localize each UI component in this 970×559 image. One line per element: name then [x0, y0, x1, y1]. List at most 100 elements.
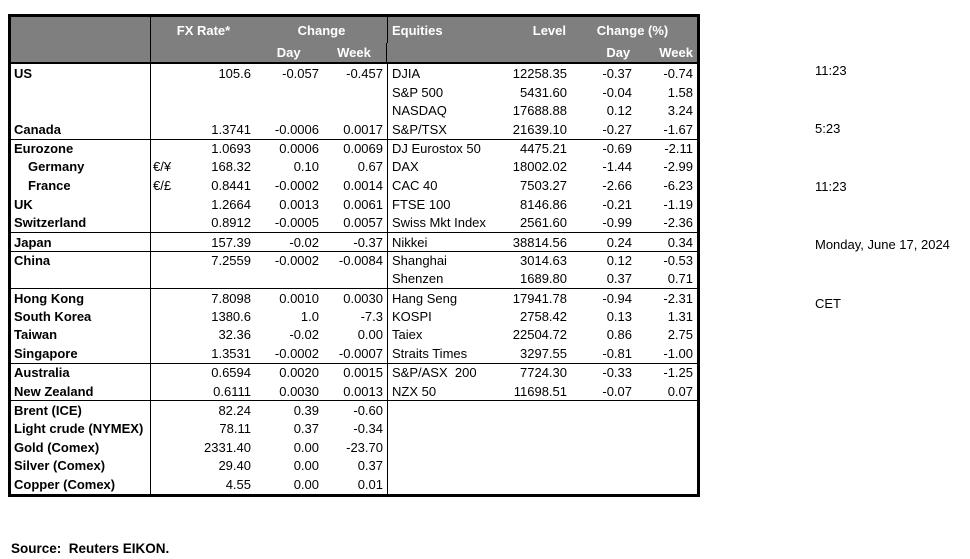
header-blank-cell [505, 43, 567, 62]
table-row: S&P 500 5431.60 -0.04 1.58 [11, 82, 697, 102]
fx-change-day: 0.0006 [279, 141, 319, 157]
fx-change-week: -0.0084 [323, 251, 388, 270]
table-row: Light crude (NYMEX) 78.11 0.37 -0.34 [11, 419, 697, 438]
equity-change-week: 2.75 [667, 327, 693, 343]
header-change-pct: Change (%) [596, 22, 669, 38]
timestamp-block: 11:23 5:23 11:23 Monday, June 17, 2024 C… [815, 22, 950, 333]
fx-change-day: 0.0010 [279, 290, 319, 306]
equity-change-week: 3.24 [667, 103, 693, 119]
equity-label: S&P 500 [392, 84, 444, 100]
fx-change-week: 0.0069 [323, 139, 388, 158]
equity-change-week [634, 419, 697, 438]
header-level: Level [532, 22, 566, 38]
equity-change-day: -0.07 [602, 383, 632, 399]
header-row-2: Day Week Day Week [11, 43, 697, 62]
fx-rate-value: 157.39 [211, 234, 251, 250]
equity-change-day: -0.37 [602, 65, 632, 81]
equity-change-day [568, 438, 634, 457]
country-label: Brent (ICE) [11, 401, 151, 420]
fx-rate-value: 0.8441 [211, 177, 251, 193]
equity-level [506, 438, 568, 457]
fx-change-day: -0.02 [289, 327, 319, 343]
table-row: Germany €/¥ 168.32 0.10 0.67 DAX 18002.0… [11, 157, 697, 177]
header-equities: Equities [392, 22, 443, 38]
equity-label: NASDAQ [392, 103, 447, 119]
equity-change-week: -1.67 [663, 121, 693, 137]
country-label: South Korea [11, 306, 151, 326]
market-monitor-table: FX Rate* Change Equities Level Change (%… [8, 14, 700, 497]
source-note: Source: Reuters EIKON. [11, 541, 170, 557]
equity-label [388, 419, 506, 438]
fx-rate-value: 7.2559 [211, 253, 251, 269]
equity-change-day: 0.24 [606, 234, 632, 250]
fx-change-week: 0.00 [323, 325, 388, 345]
table-row: South Korea 1380.6 1.0 -7.3 KOSPI 2758.4… [11, 306, 697, 326]
fx-change-week: 0.0013 [323, 381, 388, 401]
fx-change-week: 0.0014 [323, 176, 388, 195]
fx-rate-value: 1.2664 [211, 196, 251, 212]
table-row: Shenzen 1689.80 0.37 0.71 [11, 269, 697, 289]
equity-label: FTSE 100 [392, 196, 451, 212]
header-fx-rate: FX Rate* [176, 22, 231, 38]
equity-change-week: 0.07 [667, 383, 693, 399]
fx-rate-cell: 157.39 [151, 233, 256, 251]
fx-change-week: 0.0017 [323, 120, 388, 139]
fx-change-week: 0.01 [323, 475, 388, 494]
fx-change-week: -0.457 [323, 64, 388, 83]
equity-change-day: 0.37 [606, 271, 632, 287]
header-fx-week: Week [322, 43, 387, 62]
equity-level: 8146.86 [520, 196, 567, 212]
fx-change-week [323, 82, 388, 102]
fx-rate-cell: 7.2559 [151, 252, 256, 270]
fx-rate-value: 0.8912 [211, 215, 251, 231]
fx-rate-cell: €/¥ 168.32 [151, 157, 256, 176]
fx-rate-value: 168.32 [211, 159, 251, 175]
equity-change-week [634, 456, 697, 475]
fx-rate-cell: 1.3741 [151, 120, 256, 139]
fx-rate-cell [151, 83, 256, 102]
equity-label: DJ Eurostox 50 [392, 141, 481, 157]
equity-label: DAX [392, 159, 419, 175]
fx-change-week: 0.67 [323, 157, 388, 177]
fx-change-day: -0.0006 [274, 121, 319, 137]
fx-change-week: -0.37 [323, 233, 388, 251]
equity-level [506, 419, 568, 438]
fx-change-day: -0.0002 [274, 253, 319, 269]
country-label: Singapore [11, 344, 151, 363]
equity-level: 4475.21 [520, 141, 567, 157]
timestamp-line: 11:23 [815, 62, 847, 78]
equity-change-week: -0.74 [663, 65, 693, 81]
fx-change-week: -0.0007 [323, 344, 388, 363]
header-blank-cell [11, 43, 151, 62]
table-row: Copper (Comex) 4.55 0.00 0.01 [11, 475, 697, 494]
timestamp-line: 11:23 [815, 179, 847, 195]
fx-rate-value: 0.6594 [211, 365, 251, 381]
fx-change-week: 0.0057 [323, 213, 388, 233]
fx-rate-cell: 0.6594 [151, 364, 256, 382]
country-label [11, 101, 151, 121]
fx-rate-cell: 0.8912 [151, 214, 256, 233]
equity-level: 21639.10 [512, 121, 567, 137]
equity-change-day [568, 475, 634, 494]
equity-change-week: -2.31 [663, 290, 693, 306]
equity-change-day: 0.86 [606, 327, 632, 343]
equity-change-week: -1.25 [663, 365, 693, 381]
table-row: Taiwan 32.36 -0.02 0.00 Taiex 22504.72 0… [11, 325, 697, 345]
table-row: China 7.2559 -0.0002 -0.0084 Shanghai 30… [11, 250, 697, 270]
fx-rate-cell: 0.6111 [151, 382, 256, 401]
equity-change-week: -2.11 [664, 141, 693, 157]
fx-rate-value: 1.0693 [211, 141, 251, 157]
equity-change-week: 0.71 [667, 271, 693, 287]
fx-rate-value: 1.3531 [211, 346, 251, 362]
equity-change-day: -0.94 [602, 290, 632, 306]
table-row: UK 1.2664 0.0013 0.0061 FTSE 100 8146.86… [11, 194, 697, 214]
country-label [11, 269, 151, 289]
fx-rate-value: 2331.40 [204, 439, 251, 455]
equity-label: Swiss Mkt Index [392, 215, 486, 231]
equity-level: 18002.02 [512, 159, 567, 175]
country-label: UK [11, 194, 151, 214]
fx-rate-cell: €/£ 0.8441 [151, 176, 256, 195]
country-label: Copper (Comex) [11, 475, 151, 494]
equity-label: S&P/TSX [392, 121, 447, 137]
fx-rate-cell: 29.40 [151, 456, 256, 475]
